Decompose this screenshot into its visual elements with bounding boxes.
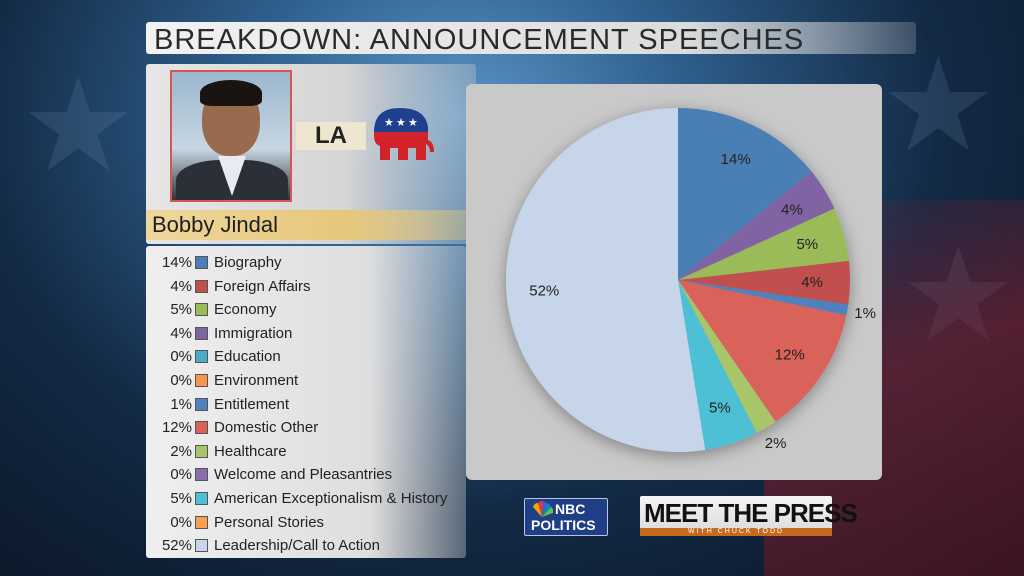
legend-label: Welcome and Pleasantries <box>214 466 393 484</box>
pie-slice <box>678 171 835 280</box>
legend-swatch <box>195 256 208 269</box>
legend-swatch <box>195 350 208 364</box>
politics-logo-text: POLITICS <box>531 517 596 533</box>
legend-label: Entitlement <box>214 395 290 413</box>
pie-slice <box>678 280 757 450</box>
legend-label: Leadership/Call to Action <box>214 537 380 555</box>
pie-slice <box>678 280 849 316</box>
legend-percent: 0% <box>170 513 192 531</box>
legend: 14% Biography 4% Foreign Affairs 5% Economy 4%… <box>146 246 466 558</box>
gop-elephant-icon: ★ ★ ★ <box>374 108 434 160</box>
legend-swatch <box>195 303 208 317</box>
legend-percent: 4% <box>170 324 192 342</box>
pie-slice <box>678 280 847 422</box>
legend-label: Foreign Affairs <box>214 277 311 295</box>
legend-swatch <box>195 374 208 387</box>
svg-text:★: ★ <box>408 116 418 129</box>
legend-percent: 1% <box>170 395 192 413</box>
legend-item: 5% American Exceptionalism & History <box>146 488 466 510</box>
legend-label: Immigration <box>214 324 293 342</box>
legend-item: 4% Immigration <box>146 323 466 345</box>
pie-chart-panel: 14% 4% 5% 4% 1% 12% 2% 5% 52% <box>466 84 882 480</box>
pie-slice <box>505 108 706 452</box>
slice-label: 14% <box>721 151 751 168</box>
slice-label: 1% <box>854 305 876 322</box>
legend-percent: 12% <box>161 419 192 437</box>
candidate-photo <box>170 70 292 202</box>
legend-percent: 2% <box>170 442 192 460</box>
page-title: BREAKDOWN: ANNOUNCEMENT SPEECHES <box>154 24 805 56</box>
slice-label: 52% <box>529 283 559 300</box>
legend-label: Environment <box>214 372 299 389</box>
peacock-icon <box>533 501 553 517</box>
meet-the-press-logo-text: MEET THE PRESS <box>644 498 858 528</box>
legend-label: Education <box>214 348 281 366</box>
legend-percent: 5% <box>170 490 192 507</box>
nbc-politics-logo: NBC POLITICS <box>524 498 608 536</box>
legend-item: 0% Welcome and Pleasantries <box>146 464 466 486</box>
legend-percent: 4% <box>170 277 192 295</box>
legend-swatch <box>195 279 208 293</box>
background-star-icon: ★ <box>20 52 137 198</box>
legend-swatch <box>195 397 208 411</box>
legend-label: Healthcare <box>214 442 287 460</box>
legend-item: 12% Domestic Other <box>146 417 466 439</box>
legend-item: 2% Healthcare <box>146 441 466 463</box>
legend-label: American Exceptionalism & History <box>214 490 448 507</box>
legend-label: Domestic Other <box>214 419 319 437</box>
title-bar: BREAKDOWN: ANNOUNCEMENT SPEECHES <box>146 22 916 56</box>
slice-label: 4% <box>801 274 823 291</box>
legend-swatch <box>195 515 208 529</box>
legend-item: 1% Entitlement <box>146 394 466 416</box>
nbc-logo-text: NBC <box>555 501 586 517</box>
legend-item: 0% Education <box>146 346 466 368</box>
legend-percent: 0% <box>170 372 192 389</box>
legend-swatch <box>195 492 208 505</box>
state-label: LA <box>296 122 366 150</box>
legend-item: 52% Leadership/Call to Action <box>146 535 466 557</box>
legend-swatch <box>195 421 208 435</box>
pie-slice <box>678 280 776 433</box>
pie-slice <box>678 108 812 280</box>
background-star-icon: ★ <box>880 32 997 178</box>
svg-text:★: ★ <box>384 116 394 129</box>
legend-item: 4% Foreign Affairs <box>146 276 466 298</box>
slice-label: 4% <box>781 201 803 218</box>
legend-percent: 52% <box>161 537 192 555</box>
legend-item: 0% Personal Stories <box>146 512 466 534</box>
slice-label: 2% <box>765 435 787 452</box>
meet-the-press-logo: MEET THE PRESS WITH CHUCK TODD <box>640 496 858 536</box>
legend-label: Economy <box>214 301 277 319</box>
legend-swatch <box>195 539 208 553</box>
slice-label: 5% <box>709 399 731 416</box>
candidate-name: Bobby Jindal <box>152 212 278 237</box>
legend-label: Personal Stories <box>214 513 325 531</box>
legend-item: 0% Environment <box>146 370 466 392</box>
slice-label: 5% <box>796 236 818 253</box>
legend-percent: 5% <box>170 301 192 319</box>
pie-chart: 14% 4% 5% 4% 1% 12% 2% 5% 52% <box>505 108 876 452</box>
legend-item: 14% Biography <box>146 252 466 274</box>
svg-text:★: ★ <box>396 116 406 129</box>
pie-slice <box>678 208 849 280</box>
legend-percent: 0% <box>170 466 192 484</box>
candidate-name-bar: Bobby Jindal <box>146 210 476 240</box>
legend-percent: 14% <box>161 254 192 271</box>
legend-swatch <box>195 326 208 340</box>
legend-item: 5% Economy <box>146 299 466 321</box>
legend-swatch <box>195 444 208 458</box>
legend-percent: 0% <box>170 348 192 366</box>
legend-label: Biography <box>214 254 282 271</box>
slice-label: 12% <box>775 346 805 363</box>
chuck-todd-logo-text: WITH CHUCK TODD <box>640 528 832 536</box>
pie-slice <box>678 260 850 305</box>
legend-swatch <box>195 468 208 482</box>
